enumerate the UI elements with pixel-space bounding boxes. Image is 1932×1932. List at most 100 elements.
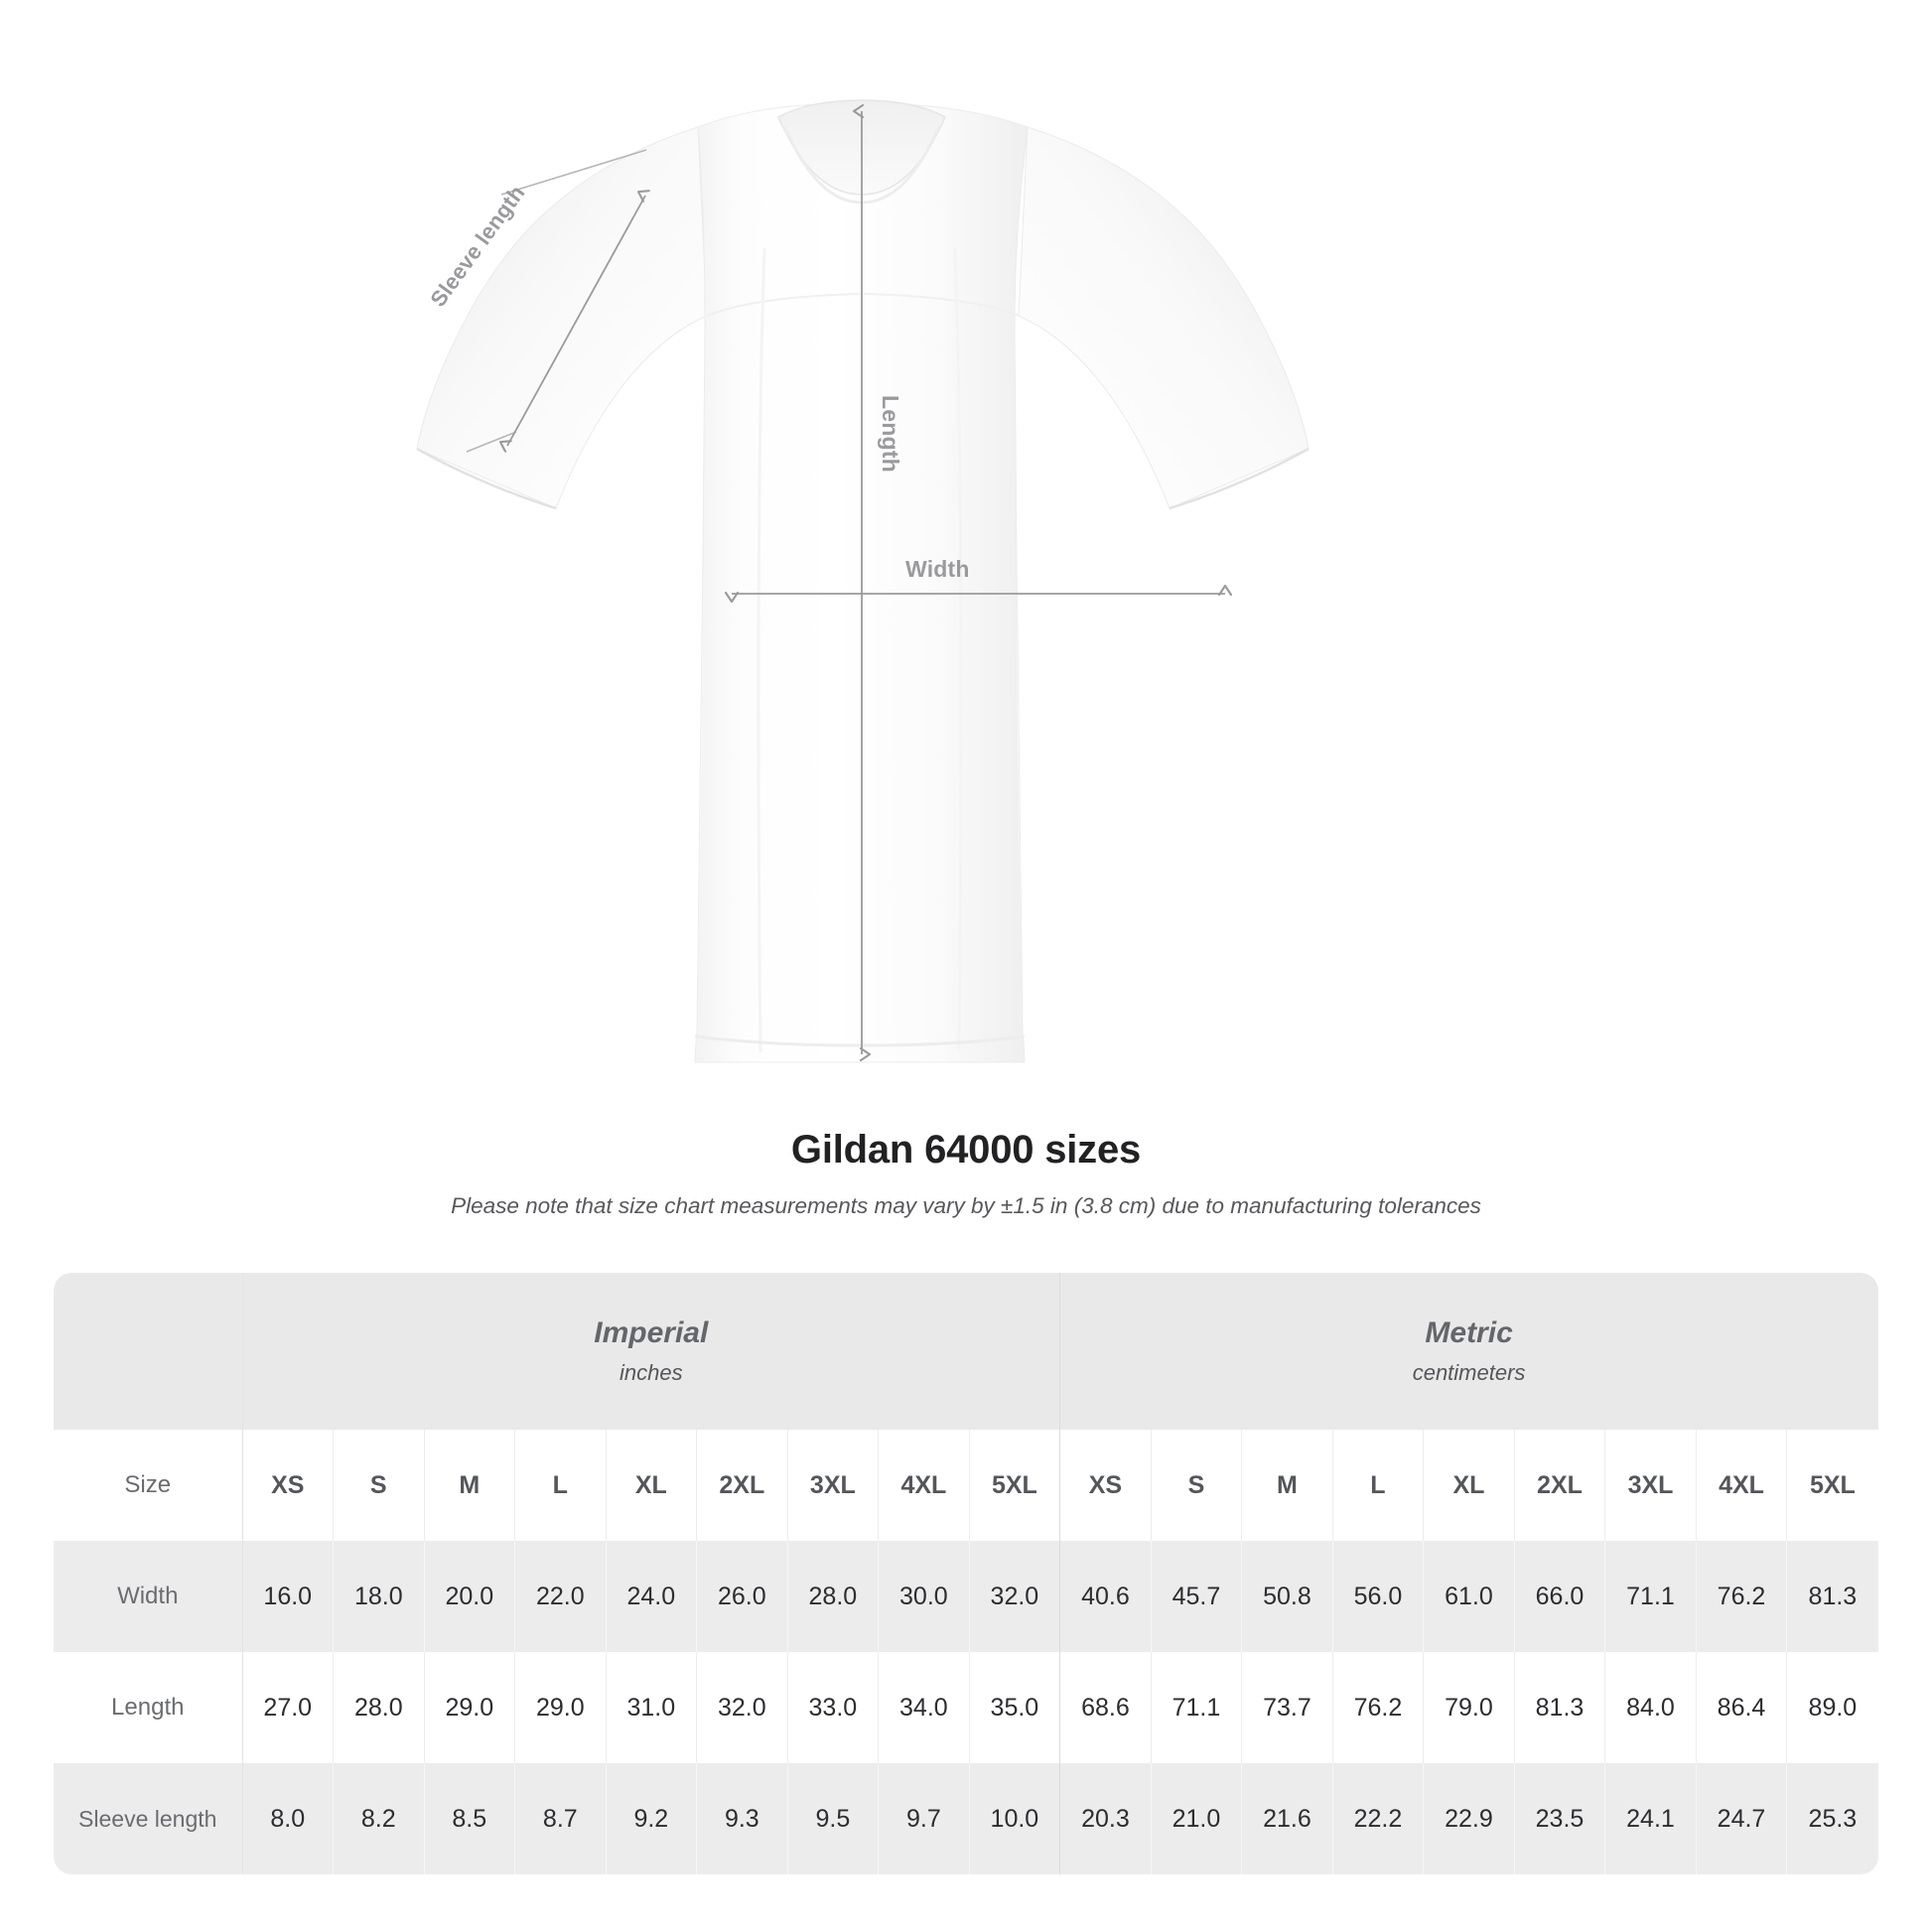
cell-width-imperial-s: 18.0: [333, 1541, 425, 1652]
right-sleeve-hem: [1169, 447, 1310, 510]
cell-sleeve-imperial-m: 8.5: [424, 1763, 516, 1874]
table-row-width: Width 16.0 18.0 20.0 22.0 24.0 26.0 28.0…: [54, 1541, 1878, 1652]
left-shoulder-seam: [706, 293, 861, 317]
cell-length-metric-m: 73.7: [1241, 1652, 1333, 1763]
cell-sleeve-imperial-5xl: 10.0: [969, 1763, 1061, 1874]
cell-sleeve-metric-l: 22.2: [1332, 1763, 1425, 1874]
cell-width-metric-5xl: 81.3: [1786, 1541, 1878, 1652]
cell-sleeve-metric-5xl: 25.3: [1786, 1763, 1878, 1874]
unit-header-metric: Metric centimeters: [1059, 1273, 1878, 1430]
row-label-width: Width: [54, 1541, 243, 1652]
size-chart-table: Imperial inches Metric centimeters Size …: [54, 1273, 1878, 1874]
cell-length-imperial-s: 28.0: [333, 1652, 425, 1763]
cell-length-metric-3xl: 84.0: [1604, 1652, 1697, 1763]
size-col-imperial-xl: XL: [606, 1430, 698, 1541]
cell-length-metric-xs: 68.6: [1059, 1652, 1152, 1763]
cell-sleeve-imperial-s: 8.2: [333, 1763, 425, 1874]
cell-length-metric-s: 71.1: [1151, 1652, 1243, 1763]
cell-width-metric-3xl: 71.1: [1604, 1541, 1697, 1652]
size-col-imperial-2xl: 2XL: [696, 1430, 788, 1541]
size-header-row: Size XS S M L XL 2XL 3XL 4XL 5XL XS S M …: [54, 1430, 1878, 1541]
cell-width-imperial-xl: 24.0: [606, 1541, 698, 1652]
unit-header-imperial: Imperial inches: [242, 1273, 1061, 1430]
cell-sleeve-imperial-xl: 9.2: [606, 1763, 698, 1874]
unit-header-corner: [54, 1273, 243, 1430]
unit-sub-imperial: inches: [620, 1360, 683, 1385]
left-sleeve-hem: [416, 447, 557, 510]
cell-sleeve-imperial-4xl: 9.7: [878, 1763, 970, 1874]
cell-length-metric-4xl: 86.4: [1696, 1652, 1788, 1763]
cell-width-metric-l: 56.0: [1332, 1541, 1425, 1652]
size-chart-table-container: Imperial inches Metric centimeters Size …: [54, 1273, 1878, 1874]
cell-length-imperial-5xl: 35.0: [969, 1652, 1061, 1763]
cell-length-metric-5xl: 89.0: [1786, 1652, 1878, 1763]
cell-width-metric-xl: 61.0: [1423, 1541, 1515, 1652]
cell-length-metric-2xl: 81.3: [1514, 1652, 1606, 1763]
unit-header-row: Imperial inches Metric centimeters: [54, 1273, 1878, 1430]
size-col-imperial-xs: XS: [242, 1430, 335, 1541]
cell-length-imperial-4xl: 34.0: [878, 1652, 970, 1763]
right-sleeve: [1018, 126, 1310, 509]
size-col-imperial-s: S: [333, 1430, 425, 1541]
size-col-imperial-4xl: 4XL: [878, 1430, 970, 1541]
tshirt-illustration: [416, 99, 1310, 1063]
cell-length-metric-l: 76.2: [1332, 1652, 1425, 1763]
cell-width-imperial-3xl: 28.0: [787, 1541, 880, 1652]
fold-right: [953, 247, 963, 1053]
cell-width-imperial-2xl: 26.0: [696, 1541, 788, 1652]
cell-length-imperial-xs: 27.0: [242, 1652, 335, 1763]
width-annotation-label: Width: [905, 556, 970, 582]
cell-sleeve-imperial-2xl: 9.3: [696, 1763, 788, 1874]
cell-length-imperial-2xl: 32.0: [696, 1652, 788, 1763]
cell-width-metric-4xl: 76.2: [1696, 1541, 1788, 1652]
size-col-metric-2xl: 2XL: [1514, 1430, 1606, 1541]
chart-header: Gildan 64000 sizes Please note that size…: [0, 1128, 1932, 1219]
cell-width-metric-2xl: 66.0: [1514, 1541, 1606, 1652]
size-col-imperial-m: M: [424, 1430, 516, 1541]
unit-name-metric: Metric: [1425, 1316, 1513, 1349]
size-col-imperial-3xl: 3XL: [787, 1430, 880, 1541]
size-col-imperial-5xl: 5XL: [969, 1430, 1061, 1541]
table-row-sleeve-length: Sleeve length 8.0 8.2 8.5 8.7 9.2 9.3 9.…: [54, 1763, 1878, 1874]
cell-width-imperial-5xl: 32.0: [969, 1541, 1061, 1652]
cell-sleeve-imperial-l: 8.7: [514, 1763, 607, 1874]
cell-length-imperial-l: 29.0: [514, 1652, 607, 1763]
size-col-metric-4xl: 4XL: [1696, 1430, 1788, 1541]
cell-sleeve-metric-4xl: 24.7: [1696, 1763, 1788, 1874]
size-col-metric-s: S: [1151, 1430, 1243, 1541]
cell-sleeve-imperial-xs: 8.0: [242, 1763, 335, 1874]
cell-length-metric-xl: 79.0: [1423, 1652, 1515, 1763]
size-col-metric-xs: XS: [1059, 1430, 1152, 1541]
cell-width-metric-s: 45.7: [1151, 1541, 1243, 1652]
left-sleeve: [416, 126, 708, 509]
cell-width-imperial-4xl: 30.0: [878, 1541, 970, 1652]
page-title: Gildan 64000 sizes: [790, 1128, 1142, 1172]
size-col-metric-m: M: [1241, 1430, 1333, 1541]
tolerance-note: Please note that size chart measurements…: [451, 1193, 1481, 1218]
cell-width-imperial-m: 20.0: [424, 1541, 516, 1652]
tshirt-measurement-illustration: Sleeve length Length Width: [416, 99, 1310, 1063]
cell-length-imperial-m: 29.0: [424, 1652, 516, 1763]
right-shoulder-seam: [863, 293, 1020, 317]
size-col-metric-l: L: [1332, 1430, 1425, 1541]
cell-sleeve-metric-xs: 20.3: [1059, 1763, 1152, 1874]
cell-sleeve-metric-xl: 22.9: [1423, 1763, 1515, 1874]
size-col-metric-5xl: 5XL: [1786, 1430, 1878, 1541]
table-row-length: Length 27.0 28.0 29.0 29.0 31.0 32.0 33.…: [54, 1652, 1878, 1763]
fold-left: [757, 247, 766, 1053]
cell-length-imperial-xl: 31.0: [606, 1652, 698, 1763]
cell-width-metric-xs: 40.6: [1059, 1541, 1152, 1652]
unit-sub-metric: centimeters: [1412, 1360, 1526, 1385]
size-row-label: Size: [54, 1430, 243, 1541]
cell-width-imperial-l: 22.0: [514, 1541, 607, 1652]
cell-width-metric-m: 50.8: [1241, 1541, 1333, 1652]
size-col-metric-3xl: 3XL: [1604, 1430, 1697, 1541]
cell-sleeve-metric-3xl: 24.1: [1604, 1763, 1697, 1874]
cell-sleeve-metric-2xl: 23.5: [1514, 1763, 1606, 1874]
row-label-length: Length: [54, 1652, 243, 1763]
cell-sleeve-imperial-3xl: 9.5: [787, 1763, 880, 1874]
cell-sleeve-metric-s: 21.0: [1151, 1763, 1243, 1874]
row-label-sleeve-length: Sleeve length: [54, 1763, 243, 1874]
length-annotation-label: Length: [878, 395, 903, 473]
